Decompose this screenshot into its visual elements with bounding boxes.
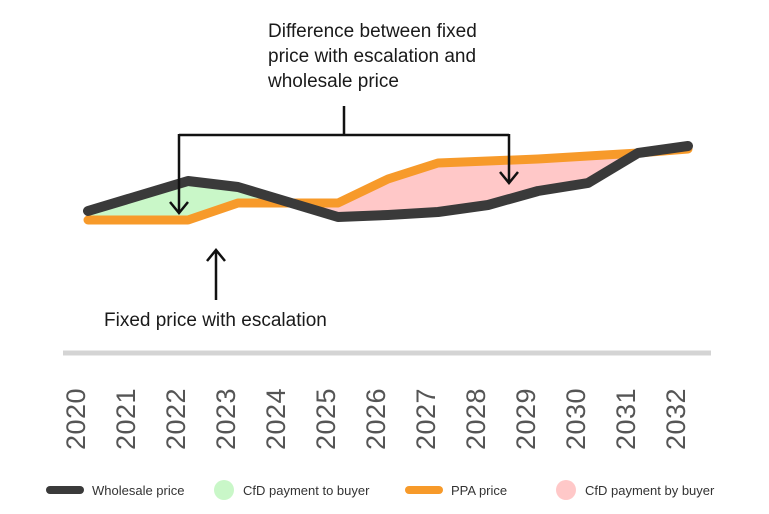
x-tick-label: 2024 — [261, 387, 291, 450]
series-lines — [83, 141, 693, 225]
legend-label-cfd-to-buyer: CfD payment to buyer — [243, 482, 370, 498]
x-tick-label: 2026 — [361, 387, 391, 450]
x-tick-label: 2025 — [311, 387, 341, 450]
annotation-difference-line-3: wholesale price — [268, 71, 399, 92]
arrow-fixed-price — [206, 248, 226, 300]
annotation-difference-line-1: Difference between fixed — [268, 21, 477, 42]
x-tick-label: 2020 — [61, 387, 91, 450]
legend-label-wholesale: Wholesale price — [92, 482, 185, 498]
legend-item-cfd-to-buyer: CfD payment to buyer — [214, 478, 369, 502]
series-line-ppa — [83, 144, 693, 225]
annotation-difference-line-2: price with escalation and — [268, 46, 477, 67]
x-tick-label: 2021 — [111, 387, 141, 450]
x-tick-label: 2023 — [211, 387, 241, 450]
annotation-arrows — [169, 106, 519, 300]
legend-item-cfd-by-buyer: CfD payment by buyer — [556, 478, 714, 502]
x-tick-label: 2030 — [561, 387, 591, 450]
legend-label-cfd-by-buyer: CfD payment by buyer — [585, 482, 715, 498]
legend-swatch-cfd-by-buyer — [556, 480, 576, 500]
annotation-fixed-price-line-1: Fixed price with escalation — [104, 310, 327, 331]
x-tick-label: 2027 — [411, 387, 441, 450]
x-tick-label: 2031 — [611, 387, 641, 450]
x-tick-label: 2029 — [511, 387, 541, 450]
arrow-head-right — [499, 171, 519, 185]
legend: Wholesale price CfD payment to buyer PPA… — [0, 478, 769, 502]
annotation-difference: Difference between fixed price with esca… — [268, 19, 528, 94]
legend-swatch-ppa — [405, 486, 443, 494]
x-tick-label: 2022 — [161, 387, 191, 450]
legend-swatch-cfd-to-buyer — [214, 480, 234, 500]
arrow-head-left — [169, 201, 189, 215]
legend-label-ppa: PPA price — [451, 482, 508, 498]
series-line-wholesale — [83, 141, 693, 222]
x-tick-label: 2028 — [461, 387, 491, 450]
annotation-fixed-price: Fixed price with escalation — [104, 308, 327, 333]
legend-item-ppa: PPA price — [405, 478, 507, 502]
legend-item-wholesale: Wholesale price — [46, 478, 185, 502]
area-cfd-by-buyer-0 — [291, 153, 638, 217]
bracket-connector — [177, 106, 511, 212]
legend-swatch-wholesale — [46, 486, 84, 494]
x-tick-label: 2032 — [661, 387, 691, 450]
